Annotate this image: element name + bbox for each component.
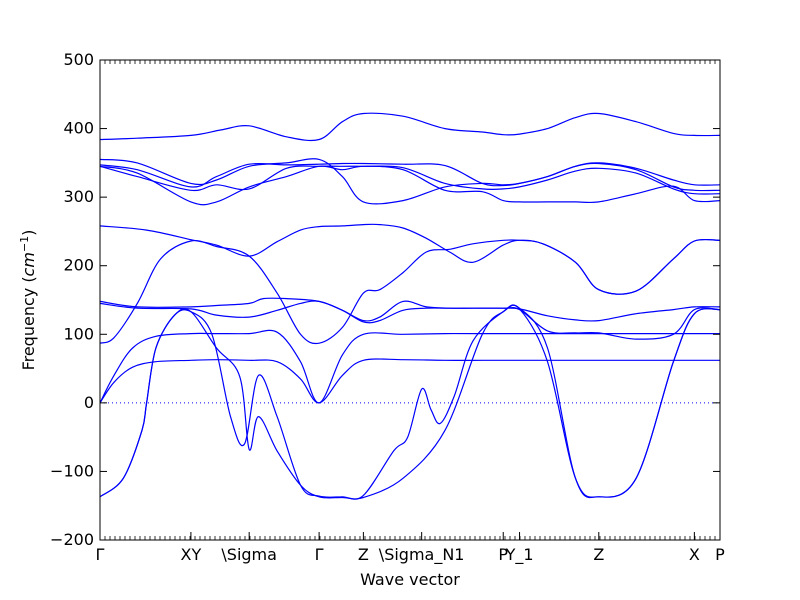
band-line-10 <box>99 329 720 404</box>
x-tick-label: XY <box>181 545 202 564</box>
y-axis-label-text: Frequency <box>19 288 38 371</box>
y-tick-label: 400 <box>63 119 94 138</box>
x-tick-label: Γ <box>96 545 105 564</box>
x-tick-label: \Sigma_N1 <box>379 545 465 565</box>
y-axis-label-group: Frequency (cm−1) <box>18 230 38 371</box>
y-axis-label: Frequency (cm−1) <box>18 230 38 371</box>
band-line-7 <box>99 238 721 345</box>
y-axis-unit-exponent: −1 <box>18 236 31 252</box>
plot-background <box>100 60 720 540</box>
x-tick-label: P <box>498 545 508 564</box>
band-line-13 <box>99 304 721 500</box>
band-line-8 <box>99 297 721 322</box>
x-tick-label: X <box>689 545 700 564</box>
x-axis: Γ XY \Sigma Γ Z \Sigma_N1 PY_1 Z X P <box>96 532 725 565</box>
x-tick-label: \Sigma <box>221 545 277 564</box>
y-tick-label: 100 <box>63 324 94 343</box>
plot-frame <box>99 59 721 541</box>
x-tick-label: P <box>715 545 725 564</box>
y-axis: −200 −100 0 100 200 300 400 500 <box>50 50 720 549</box>
band-line-11 <box>99 358 720 404</box>
y-tick-label: 300 <box>63 187 94 206</box>
x-tick-label: Y_1 <box>505 545 534 565</box>
y-tick-label: 0 <box>84 393 94 412</box>
y-tick-label: 500 <box>63 50 94 69</box>
y-tick-label: −200 <box>50 530 94 549</box>
x-tick-label: Z <box>358 545 369 564</box>
band-line-2 <box>99 158 721 205</box>
x-tick-label: Γ <box>315 545 324 564</box>
y-tick-label: 200 <box>63 256 94 275</box>
band-line-5 <box>99 165 721 206</box>
x-axis-label: Wave vector <box>360 570 460 589</box>
y-axis-unit-base: cm <box>19 252 38 276</box>
band-line-1 <box>99 112 721 142</box>
series-layer <box>99 112 721 500</box>
band-line-4 <box>99 165 721 195</box>
y-tick-label: −100 <box>50 461 94 480</box>
band-line-3 <box>99 162 721 192</box>
minor-ticks-layer <box>99 60 721 540</box>
x-tick-label: Z <box>593 545 604 564</box>
